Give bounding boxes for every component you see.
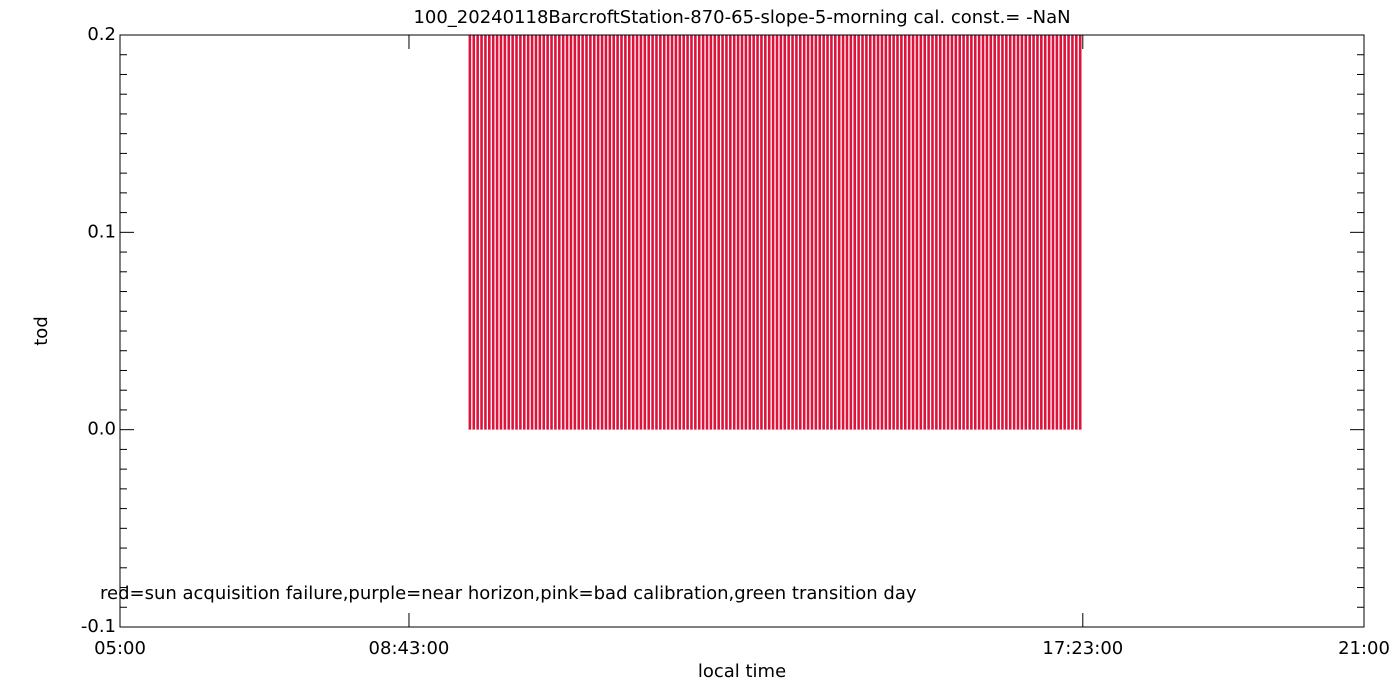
x-tick-label: 08:43:00: [369, 638, 450, 659]
y-tick-label: 0.2: [87, 24, 116, 45]
x-axis-label: local time: [698, 661, 786, 682]
y-tick-label: 0.1: [87, 221, 116, 242]
x-tick-label: 17:23:00: [1042, 638, 1123, 659]
x-tick-label: 05:00: [94, 638, 146, 659]
y-axis-label: tod: [31, 316, 52, 346]
x-tick-label: 21:00: [1338, 638, 1390, 659]
chart-title: 100_20240118BarcroftStation-870-65-slope…: [413, 7, 1070, 28]
annotation: red=sun acquisition failure,purple=near …: [100, 583, 917, 604]
y-tick-label: 0.0: [87, 419, 116, 440]
y-tick-label: -0.1: [81, 616, 116, 637]
